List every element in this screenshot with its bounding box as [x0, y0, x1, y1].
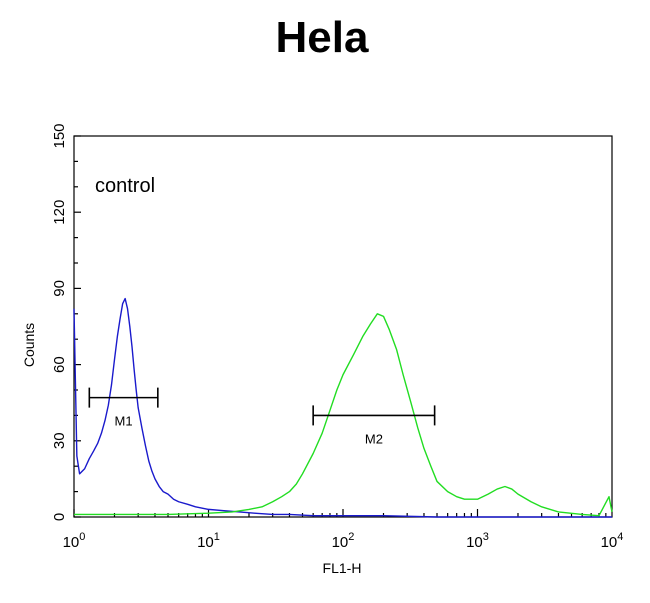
- x-tick-label: 103: [466, 531, 489, 551]
- gates-layer: M1 M2: [88, 387, 436, 446]
- y-tick-label: 60: [51, 356, 68, 373]
- x-axis-label: FL1-H: [323, 560, 362, 576]
- y-tick-label: 30: [51, 432, 68, 449]
- x-tick-labels: 100 101 102 103 104: [63, 531, 624, 551]
- gate-label: M1: [115, 414, 133, 429]
- y-tick-label: 150: [51, 123, 68, 148]
- gate-m2: M2: [312, 405, 436, 446]
- y-tick-label: 0: [51, 513, 68, 521]
- y-tick-labels: 0 30 60 90 120 150: [51, 123, 68, 521]
- series-line-2: [74, 313, 613, 517]
- series-layer: [73, 297, 613, 518]
- y-axis-label: Counts: [21, 323, 37, 367]
- x-tick-label: 100: [63, 531, 86, 551]
- x-tick-label: 102: [332, 531, 355, 551]
- y-tick-label: 120: [51, 200, 68, 225]
- axis-ticks: [73, 135, 607, 518]
- gate-m1: M1: [88, 387, 159, 429]
- control-annotation: control: [95, 175, 155, 197]
- series-line-1: [73, 297, 612, 518]
- chart-title: Hela: [276, 13, 369, 62]
- x-tick-label: 101: [197, 531, 220, 551]
- gate-label: M2: [365, 431, 383, 446]
- x-tick-label: 104: [601, 531, 624, 551]
- y-tick-label: 90: [51, 280, 68, 297]
